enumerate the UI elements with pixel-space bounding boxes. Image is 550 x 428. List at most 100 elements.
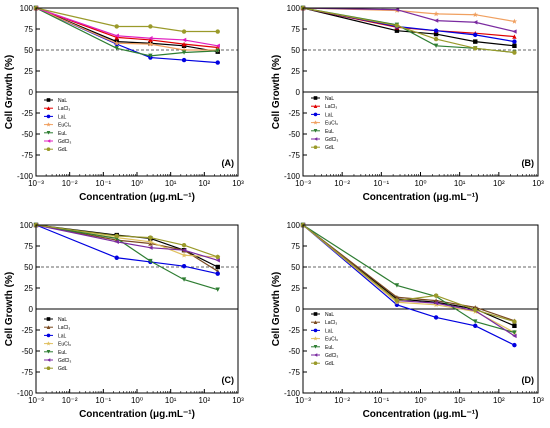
data-point (114, 40, 120, 46)
data-point (181, 41, 187, 47)
y-tick-label: -25 (288, 109, 300, 118)
y-tick-label: -100 (284, 172, 301, 181)
data-point (394, 28, 400, 33)
x-tick-label: 10⁻² (334, 396, 350, 405)
data-point (148, 245, 153, 250)
legend-marker (313, 345, 318, 349)
data-point (512, 34, 517, 39)
legend-entry: EuL (325, 129, 334, 135)
y-tick-label: -50 (288, 130, 300, 139)
legend-entry: LaL (58, 333, 67, 339)
data-point (512, 29, 517, 34)
data-point (148, 36, 153, 41)
legend-entry: GdCl₃ (58, 139, 71, 145)
legend-marker (313, 104, 318, 108)
y-tick-label: 50 (24, 263, 33, 272)
x-tick-label: 10³ (232, 179, 244, 188)
y-tick-label: 25 (291, 67, 300, 76)
data-point (148, 258, 153, 264)
y-tick-label: 0 (29, 88, 34, 97)
data-point (215, 271, 220, 276)
x-tick-label: 10⁻² (62, 179, 78, 188)
legend-entry: NaL (325, 96, 334, 102)
legend-entry: LaL (58, 114, 67, 120)
y-tick-label: 25 (24, 284, 33, 293)
series-line-2 (302, 224, 515, 322)
legend-entry: EuCl₃ (58, 123, 71, 129)
legend-marker (313, 129, 318, 133)
x-tick-label: 10⁰ (414, 396, 426, 405)
x-tick-label: 10³ (232, 396, 244, 405)
x-tick-label: 10² (199, 396, 211, 405)
x-tick-label: 10³ (532, 179, 544, 188)
data-point (433, 36, 439, 42)
data-point (181, 252, 187, 258)
series-line-7 (302, 224, 515, 323)
data-point (114, 24, 119, 29)
y-tick-label: 0 (296, 305, 301, 314)
legend-marker (46, 358, 51, 362)
x-tick-label: 10⁻¹ (373, 179, 389, 188)
legend-entry: GdL (58, 366, 68, 372)
legend-entry: EuCl₃ (325, 121, 338, 127)
y-axis-label: Cell Growth (%) (271, 272, 282, 346)
legend-marker (46, 106, 51, 110)
legend-marker (46, 350, 51, 354)
data-point (147, 238, 154, 245)
y-tick-label: 75 (24, 25, 33, 34)
x-axis-label: Concentration (μg.mL⁻¹) (79, 409, 195, 420)
legend-marker (313, 120, 318, 125)
data-point (394, 7, 400, 12)
legend-marker (313, 353, 318, 357)
legend-entry: LaL (325, 328, 334, 334)
y-tick-label: 75 (24, 242, 33, 251)
y-tick-label: -25 (288, 326, 300, 335)
x-tick-label: 10¹ (454, 179, 466, 188)
data-point (181, 242, 187, 248)
chart-panel-2: 10⁻³ 10⁻² 10⁻¹ 10⁰ 10¹ 10² 10³ -100 -75 -50 -25 0 25… (271, 4, 544, 203)
y-tick-label: -25 (21, 326, 33, 335)
legend: NaL LaCl₃ LaL EuCl₃ EuL GdCl₃ GdL (311, 312, 338, 367)
y-tick-label: -100 (17, 389, 34, 398)
x-tick-label: 10⁻¹ (373, 396, 389, 405)
legend-entry: EuCl₃ (58, 342, 71, 348)
y-tick-label: 100 (287, 4, 301, 13)
data-point (181, 37, 187, 43)
legend-marker (46, 131, 51, 135)
y-axis-label: Cell Growth (%) (4, 55, 15, 129)
y-tick-label: 0 (29, 305, 34, 314)
legend-marker (46, 147, 51, 151)
data-point (181, 248, 187, 253)
data-point (215, 264, 220, 270)
series-line-3 (35, 224, 218, 275)
x-tick-label: 10⁰ (131, 396, 143, 405)
data-point (114, 239, 119, 244)
y-tick-label: 100 (287, 221, 301, 230)
data-point (114, 233, 119, 239)
data-point (114, 33, 119, 38)
y-tick-label: -100 (284, 389, 301, 398)
y-tick-label: -75 (21, 151, 33, 160)
legend-marker (313, 112, 318, 117)
legend-entry: EuL (58, 350, 67, 356)
data-point (181, 50, 187, 55)
data-point (473, 39, 478, 44)
legend-entry: LaCl₃ (325, 104, 337, 110)
panel-label: (A) (222, 158, 235, 168)
legend-marker (313, 336, 318, 341)
data-point (114, 255, 119, 260)
data-point (181, 263, 187, 269)
data-point (148, 53, 153, 59)
legend-marker (46, 325, 51, 329)
data-point (215, 29, 220, 34)
legend-entry: NaL (325, 312, 334, 318)
y-tick-label: 50 (291, 46, 300, 55)
panel-label: (D) (522, 375, 535, 385)
data-point (394, 298, 400, 303)
chart-panel-1: 10⁻³ 10⁻² 10⁻¹ 10⁰ 10¹ 10² 10³ -100 -75 -50 -25 0 25… (4, 4, 244, 203)
legend-marker (46, 341, 51, 346)
data-point (215, 258, 220, 263)
data-point (512, 342, 517, 348)
x-tick-label: 10⁻² (334, 179, 350, 188)
chart-panel-4: 10⁻³ 10⁻² 10⁻¹ 10⁰ 10¹ 10² 10³ -100 -75 -50 -25 0 25… (271, 221, 544, 420)
